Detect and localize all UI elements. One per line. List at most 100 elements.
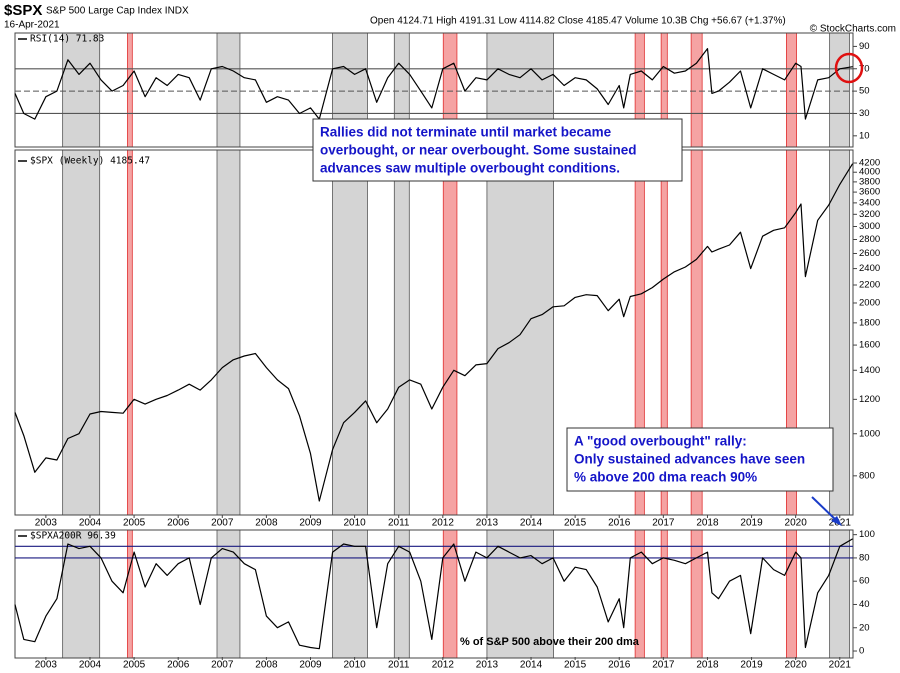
y-tick-label: 2600 <box>859 248 880 259</box>
x-tick-label: 2021 <box>829 660 852 671</box>
x-tick-label: 2020 <box>785 660 808 671</box>
highlight-band <box>332 149 368 516</box>
highlight-band <box>393 149 410 516</box>
highlight-band <box>786 32 797 148</box>
bands <box>62 32 850 659</box>
annotation-text: overbought, or near overbought. Some sus… <box>320 143 637 158</box>
highlight-band <box>442 149 458 516</box>
y-tick-label: 2400 <box>859 263 880 274</box>
series-line <box>14 538 853 650</box>
x-tick-label: 2009 <box>299 518 322 529</box>
highlight-band <box>216 149 241 516</box>
x-tick-label: 2007 <box>211 660 234 671</box>
highlight-band <box>660 529 668 659</box>
highlight-band <box>829 32 850 148</box>
x-tick-label: 2008 <box>255 660 278 671</box>
highlight-circle <box>834 52 864 84</box>
x-tick-label: 2007 <box>211 518 234 529</box>
highlight-band <box>216 32 241 148</box>
panel-note: % of S&P 500 above their 200 dma <box>460 636 640 648</box>
x-tick-label: 2012 <box>432 518 455 529</box>
highlight-band <box>127 529 133 659</box>
annotation-box <box>312 118 683 182</box>
highlight-band <box>62 32 101 148</box>
y-tick-label: 20 <box>859 622 870 633</box>
x-tick-label: 2006 <box>167 660 190 671</box>
legend-entry: $SPXA200R 96.39 <box>30 531 116 542</box>
y-tick-label: 40 <box>859 599 870 610</box>
highlight-band <box>62 529 101 659</box>
highlight-band <box>127 32 133 148</box>
series-line <box>14 48 853 120</box>
highlight-band <box>332 529 368 659</box>
y-tick-label: 3600 <box>859 187 880 198</box>
y-tick-label: 80 <box>859 552 870 563</box>
arrow-head <box>831 516 842 526</box>
y-tick-label: 3200 <box>859 209 880 220</box>
y-tick-label: 3800 <box>859 176 880 187</box>
security-name: S&P 500 Large Cap Index INDX <box>46 6 189 17</box>
x-tick-label: 2010 <box>343 518 366 529</box>
arrow <box>811 496 839 523</box>
y-tick-label: 50 <box>859 86 870 97</box>
y-tick-label: 4200 <box>859 158 880 169</box>
series-line <box>14 163 854 502</box>
annotation-text: A "good overbought" rally: <box>574 434 747 449</box>
x-tick-label: 2020 <box>785 518 808 529</box>
x-tick-label: 2004 <box>79 518 102 529</box>
quote: Open 4124.71 High 4191.31 Low 4114.82 Cl… <box>370 16 786 27</box>
x-tick-label: 2004 <box>79 660 102 671</box>
y-tick-label: 0 <box>859 646 864 657</box>
y-tick-label: 1400 <box>859 365 880 376</box>
y-tick-label: 1000 <box>859 428 880 439</box>
x-tick-label: 2018 <box>696 518 719 529</box>
x-tick-label: 2011 <box>388 518 410 529</box>
highlight-band <box>690 529 703 659</box>
copyright: © StockCharts.com <box>810 24 896 35</box>
x-tick-label: 2018 <box>696 660 719 671</box>
annotation-text: % above 200 dma reach 90% <box>574 470 757 485</box>
y-tick-label: 60 <box>859 576 870 587</box>
y-tick-label: 3000 <box>859 221 880 232</box>
highlight-band <box>127 149 133 516</box>
x-tick-label: 2016 <box>608 518 631 529</box>
x-tick-label: 2014 <box>520 660 543 671</box>
highlight-band <box>62 149 101 516</box>
y-tick-label: 2800 <box>859 234 880 245</box>
annotation-text: Rallies did not terminate until market b… <box>320 125 612 140</box>
legend-entry: $SPX (Weekly) 4185.47 <box>30 156 150 167</box>
y-tick-label: 2000 <box>859 297 880 308</box>
y-tick-label: 2200 <box>859 280 880 291</box>
y-tick-label: 1200 <box>859 394 880 405</box>
highlight-band <box>486 149 554 516</box>
highlight-band <box>486 529 554 659</box>
x-tick-label: 2006 <box>167 518 190 529</box>
x-tick-label: 2010 <box>343 660 366 671</box>
x-tick-label: 2019 <box>740 518 763 529</box>
annotation-box <box>566 427 834 492</box>
x-tick-label: 2016 <box>608 660 631 671</box>
date: 16-Apr-2021 <box>4 20 60 31</box>
x-tick-label: 2013 <box>476 660 499 671</box>
x-tick-label: 2003 <box>35 660 58 671</box>
y-tick-label: 90 <box>859 41 870 52</box>
annotation-text: Only sustained advances have seen <box>574 452 805 467</box>
y-tick-label: 800 <box>859 470 875 481</box>
x-tick-label: 2008 <box>255 518 278 529</box>
x-tick-label: 2017 <box>652 518 675 529</box>
legend-entry: RSI(14) 71.83 <box>30 34 104 45</box>
y-tick-label: 30 <box>859 108 870 119</box>
x-tick-label: 2014 <box>520 518 543 529</box>
y-tick-label: 1600 <box>859 340 880 351</box>
highlight-band <box>690 32 703 148</box>
x-tick-label: 2009 <box>299 660 322 671</box>
panel-frame <box>14 529 854 659</box>
x-tick-label: 2012 <box>432 660 455 671</box>
highlight-band <box>216 529 241 659</box>
x-tick-label: 2003 <box>35 518 58 529</box>
y-tick-label: 10 <box>859 130 870 141</box>
y-tick-label: 3400 <box>859 197 880 208</box>
highlight-band <box>786 529 797 659</box>
